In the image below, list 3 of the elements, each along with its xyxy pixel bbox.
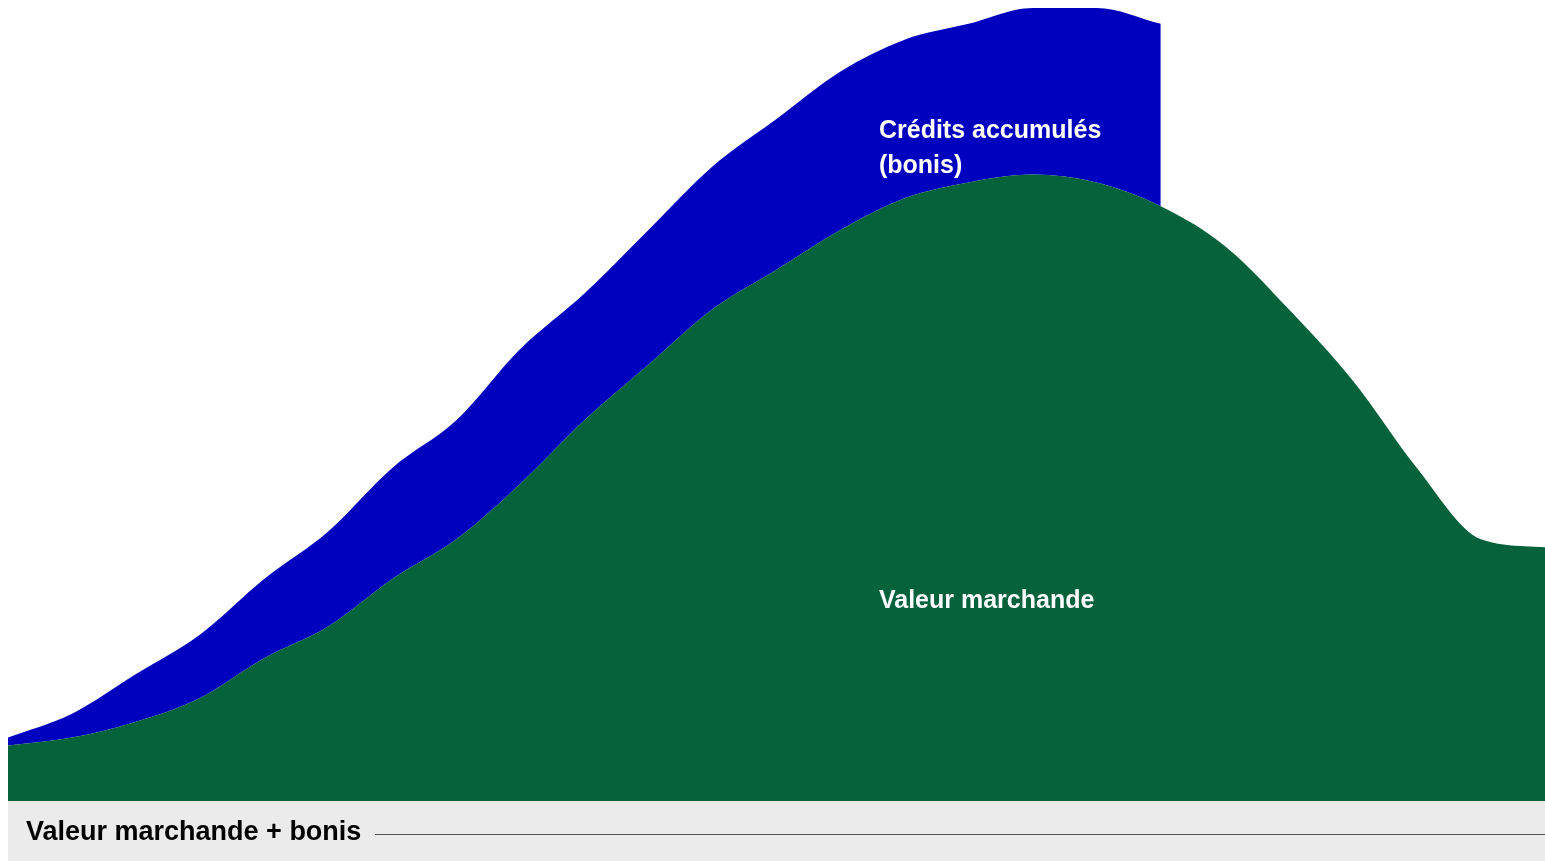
x-axis-title: Valeur marchande + bonis	[26, 815, 362, 847]
series-label: Crédits accumulés (bonis)	[878, 115, 1102, 179]
series-label: Valeur marchande	[878, 585, 1095, 614]
